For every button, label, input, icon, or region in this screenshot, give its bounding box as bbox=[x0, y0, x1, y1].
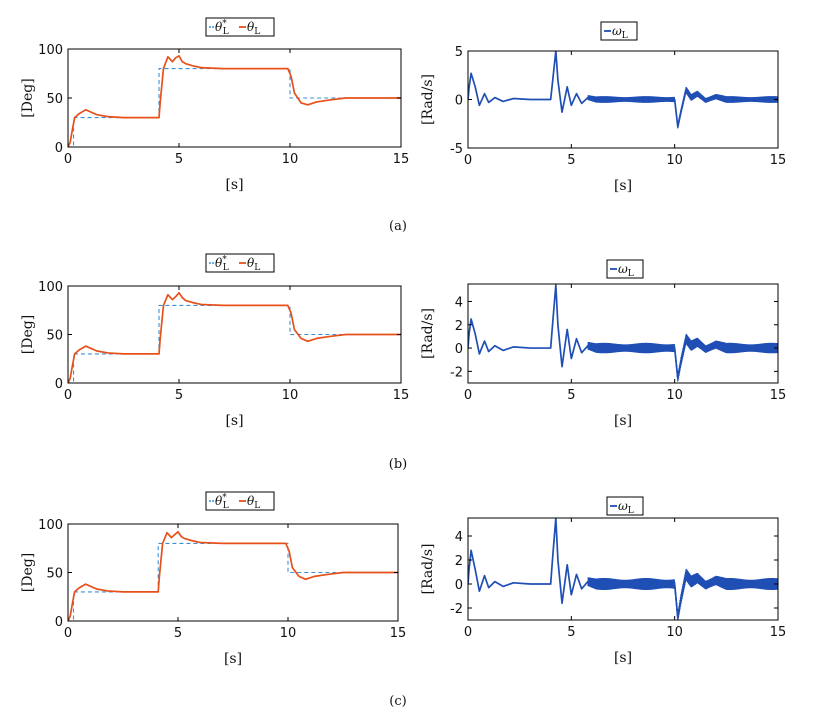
x-axis-label: [s] bbox=[224, 651, 242, 667]
y-tick-label: 5 bbox=[455, 45, 463, 60]
series-line-omega bbox=[468, 51, 778, 128]
x-tick-label: 0 bbox=[464, 625, 472, 640]
y-tick-label: 50 bbox=[46, 567, 63, 582]
series-line-theta-ref bbox=[68, 68, 401, 147]
x-tick-label: 5 bbox=[567, 625, 575, 640]
chart-panel-2: 0 5 10 15-505[s][Rad/s]ωL bbox=[420, 21, 787, 194]
plot-area bbox=[68, 291, 401, 383]
y-tick-label: 100 bbox=[38, 43, 63, 58]
x-tick-label: 10 bbox=[280, 626, 297, 641]
axes-frame bbox=[467, 283, 779, 384]
x-axis-label: [s] bbox=[614, 178, 632, 194]
x-tick-label: 10 bbox=[666, 625, 683, 640]
caption-c: (c) bbox=[389, 694, 406, 709]
x-tick-label: 10 bbox=[282, 152, 299, 167]
y-axis-label: [Deg] bbox=[20, 78, 36, 117]
legend: ωL bbox=[606, 259, 644, 279]
x-tick-label: 0 bbox=[464, 388, 472, 403]
series-line-theta bbox=[68, 291, 401, 383]
series-line-omega bbox=[468, 518, 778, 619]
x-tick-label: 0 bbox=[64, 626, 72, 641]
plot-area bbox=[68, 55, 401, 147]
caption-b: (b) bbox=[389, 457, 407, 472]
series-ripple-omega bbox=[587, 86, 778, 129]
series-line-omega bbox=[468, 284, 778, 380]
x-tick-label: 10 bbox=[666, 153, 683, 168]
y-tick-label: 0 bbox=[55, 377, 63, 392]
y-tick-label: 50 bbox=[46, 329, 63, 344]
y-tick-label: 50 bbox=[46, 92, 63, 107]
series-ripple-omega bbox=[587, 333, 778, 382]
y-tick-label: -2 bbox=[450, 365, 463, 380]
y-tick-label: -2 bbox=[450, 602, 463, 617]
legend-label-theta-ref: θ* L bbox=[215, 19, 229, 37]
legend: ωL bbox=[600, 21, 638, 41]
x-tick-label: 0 bbox=[464, 153, 472, 168]
y-tick-label: 4 bbox=[455, 530, 463, 545]
x-tick-label: 15 bbox=[393, 388, 410, 403]
x-tick-label: 10 bbox=[666, 388, 683, 403]
x-tick-label: 5 bbox=[174, 626, 182, 641]
y-axis-label: [Rad/s] bbox=[420, 308, 436, 359]
x-tick-label: 15 bbox=[770, 625, 787, 640]
x-tick-label: 5 bbox=[175, 388, 183, 403]
caption-a: (a) bbox=[389, 219, 407, 234]
x-tick-label: 5 bbox=[175, 152, 183, 167]
y-tick-label: -5 bbox=[450, 142, 463, 157]
x-tick-label: 10 bbox=[282, 388, 299, 403]
series-ripple-omega bbox=[587, 568, 778, 620]
x-tick-label: 5 bbox=[567, 388, 575, 403]
x-axis-label: [s] bbox=[614, 650, 632, 666]
plot-area bbox=[468, 284, 778, 382]
y-tick-label: 0 bbox=[455, 578, 463, 593]
series-line-theta bbox=[68, 55, 401, 147]
x-tick-label: 0 bbox=[64, 388, 72, 403]
x-tick-label: 15 bbox=[770, 153, 787, 168]
legend: ωL bbox=[606, 496, 644, 516]
x-tick-label: 0 bbox=[64, 152, 72, 167]
x-axis-label: [s] bbox=[225, 413, 243, 429]
plot-area bbox=[468, 518, 778, 620]
x-tick-label: 15 bbox=[390, 626, 407, 641]
y-axis-label: [Deg] bbox=[20, 315, 36, 354]
y-tick-label: 100 bbox=[38, 518, 63, 533]
plot-area bbox=[468, 51, 778, 129]
series-line-theta-ref bbox=[68, 542, 398, 621]
y-tick-label: 4 bbox=[455, 295, 463, 310]
legend-label-theta-ref: θ* L bbox=[215, 493, 229, 511]
y-tick-label: 0 bbox=[55, 141, 63, 156]
axes-frame bbox=[467, 517, 779, 621]
y-tick-label: 100 bbox=[38, 280, 63, 295]
y-axis-label: [Rad/s] bbox=[420, 74, 436, 125]
legend-label-theta-ref: θ* L bbox=[215, 255, 229, 273]
y-tick-label: 0 bbox=[455, 342, 463, 357]
series-line-theta-ref bbox=[68, 304, 401, 383]
x-axis-label: [s] bbox=[614, 413, 632, 429]
series-line-theta bbox=[68, 530, 398, 621]
x-tick-label: 15 bbox=[393, 152, 410, 167]
y-axis-label: [Rad/s] bbox=[420, 544, 436, 595]
x-axis-label: [s] bbox=[225, 177, 243, 193]
x-tick-label: 15 bbox=[770, 388, 787, 403]
y-tick-label: 0 bbox=[55, 615, 63, 630]
x-tick-label: 5 bbox=[567, 153, 575, 168]
y-tick-label: 0 bbox=[455, 94, 463, 109]
plot-area bbox=[68, 530, 398, 621]
y-axis-label: [Deg] bbox=[20, 553, 36, 592]
y-tick-label: 2 bbox=[455, 554, 463, 569]
y-tick-label: 2 bbox=[455, 319, 463, 334]
